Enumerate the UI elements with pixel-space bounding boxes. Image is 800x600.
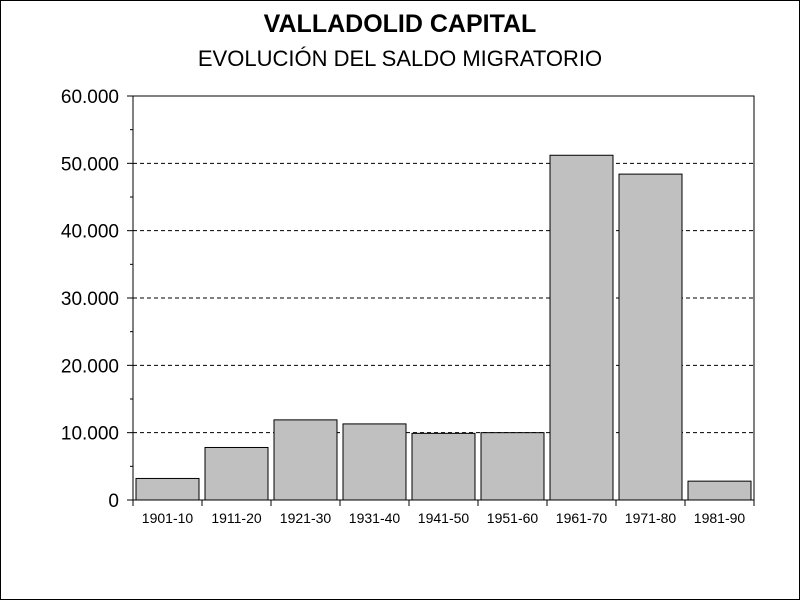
chart-subtitle: EVOLUCIÓN DEL SALDO MIGRATORIO: [197, 46, 603, 71]
x-tick-label: 1981-90: [694, 510, 746, 526]
y-tick-label: 10.000: [61, 424, 119, 445]
bar-1931-40: [342, 423, 407, 501]
bar-1951-60: [480, 432, 545, 501]
bar-1941-50: [411, 432, 476, 501]
y-tick-label: 30.000: [61, 289, 119, 310]
x-tick-label: 1901-10: [142, 510, 194, 526]
x-tick-label: 1921-30: [280, 510, 332, 526]
x-tick-label: 1941-50: [418, 510, 470, 526]
x-tick-label: 1911-20: [211, 510, 262, 526]
y-tick-label: 40.000: [61, 222, 119, 243]
y-tick-label: 20.000: [61, 356, 119, 377]
x-tick-label: 1971-80: [625, 510, 677, 526]
y-tick-label: 0: [108, 491, 119, 512]
y-tick-label: 60.000: [61, 87, 119, 108]
x-tick-label: 1951-60: [487, 510, 539, 526]
chart-title: VALLADOLID CAPITAL: [263, 10, 537, 38]
x-tick-label: 1961-70: [556, 510, 608, 526]
x-tick-label: 1931-40: [349, 510, 401, 526]
bar-1981-90: [687, 480, 752, 501]
bar-1921-30: [273, 419, 338, 501]
y-tick-label: 50.000: [61, 154, 119, 175]
bar-1961-70: [549, 154, 614, 501]
bar-1911-20: [204, 446, 269, 501]
bar-1901-10: [135, 477, 200, 501]
bar-1971-80: [618, 173, 683, 501]
